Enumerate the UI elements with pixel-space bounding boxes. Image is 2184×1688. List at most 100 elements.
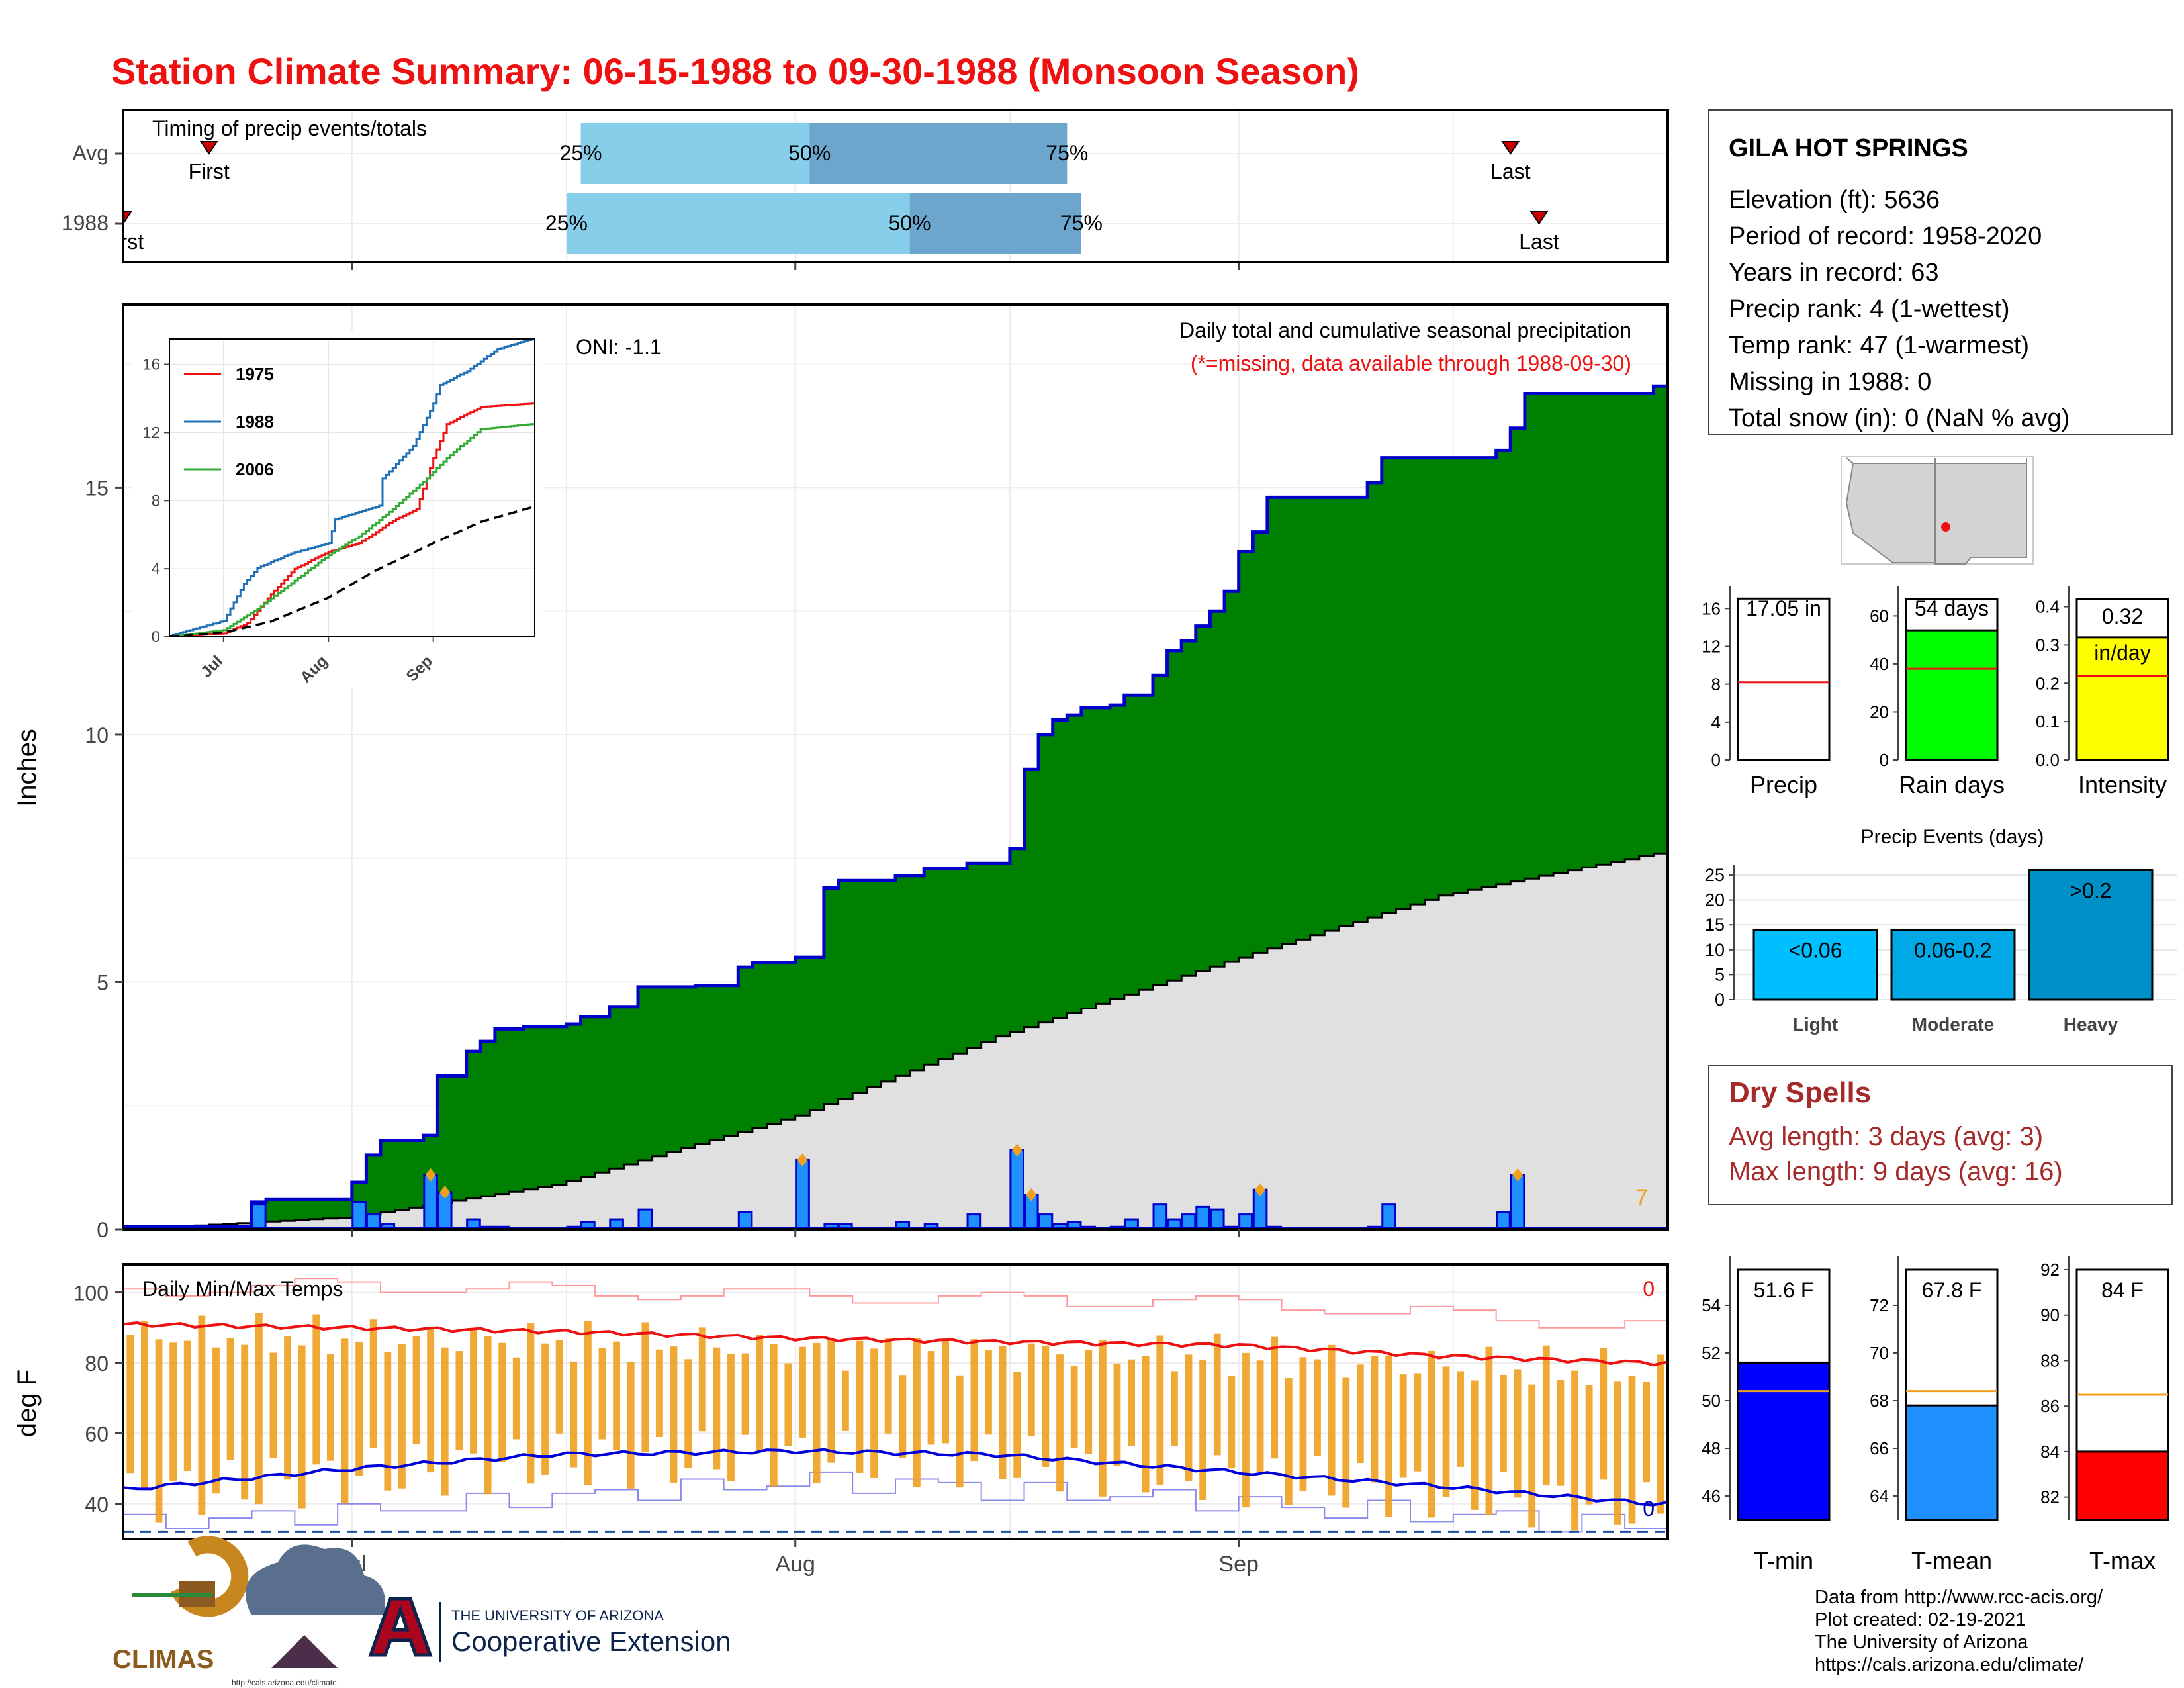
daily-temp-bar <box>784 1363 792 1446</box>
summary-t-mean-ytick-label: 72 <box>1870 1295 1889 1315</box>
daily-precip-bar <box>1181 1213 1197 1229</box>
daily-temp-bar <box>470 1329 477 1454</box>
daily-temp-bar <box>427 1327 435 1473</box>
station-missing: Missing in 1988: 0 <box>1729 368 1931 396</box>
page-title: Station Climate Summary: 06-15-1988 to 0… <box>111 50 1359 92</box>
mini-rain-days-ytick-label: 40 <box>1870 654 1889 674</box>
daily-temp-bar <box>1471 1380 1479 1510</box>
daily-temp-bar <box>284 1336 291 1480</box>
temp-ytick-label: 60 <box>85 1422 109 1446</box>
inset-ytick-label: 12 <box>142 424 160 442</box>
daily-temp-bar <box>241 1344 249 1500</box>
daily-temp-bar <box>570 1361 578 1468</box>
events-ytick-label: 10 <box>1705 940 1725 960</box>
daily-temp-bar <box>1328 1344 1336 1496</box>
daily-temp-bar <box>741 1353 749 1435</box>
events-category-moderate: Moderate <box>1912 1014 1994 1035</box>
daily-temp-bar <box>141 1321 148 1489</box>
inset-ytick-label: 16 <box>142 356 160 374</box>
daily-precip-bar <box>609 1218 624 1229</box>
daily-precip-bar <box>966 1213 982 1229</box>
summary-t-min-bar <box>1737 1361 1831 1521</box>
inset-legend: 1975 1988 2006 <box>184 364 274 479</box>
mini-rain-days-bar <box>1905 629 1999 761</box>
station-elevation: Elevation (ft): 5636 <box>1729 186 1940 214</box>
mini-intensity-ytick-label: 0.1 <box>2036 712 2060 731</box>
inset-line-1988 <box>169 339 535 637</box>
summary-t-mean-ytick-label: 66 <box>1870 1438 1889 1458</box>
daily-temp-bar <box>541 1343 549 1475</box>
timing-avg-q50-q75-bar <box>809 123 1068 184</box>
mini-intensity-ytick-label: 0.4 <box>2036 597 2060 617</box>
summary-t-max-bar <box>2075 1450 2169 1521</box>
inset-ytick-label: 0 <box>152 628 160 646</box>
record-low-line <box>123 1471 1668 1536</box>
events-ytick-label: 25 <box>1705 865 1725 885</box>
precip-ytick-label: 10 <box>85 724 109 747</box>
daily-temp-bar <box>126 1335 134 1474</box>
daily-temp-bar <box>713 1347 721 1470</box>
mini-precip-bar <box>1737 597 1831 761</box>
daily-temp-bar <box>841 1370 849 1431</box>
daily-temp-bar <box>1657 1354 1664 1514</box>
precip-heading: Daily total and cumulative seasonal prec… <box>1179 318 1631 342</box>
daily-temp-bar <box>1643 1382 1650 1483</box>
month-label-aug: Aug <box>775 1552 815 1577</box>
timing-y1988-q75-label: 75% <box>1060 211 1103 235</box>
daily-temp-bar <box>856 1340 864 1473</box>
daily-temp-bar <box>656 1349 663 1437</box>
inset-line-2006 <box>169 423 535 637</box>
events-ytick-label: 15 <box>1705 915 1725 935</box>
cumulative-above-average-area <box>123 386 1668 1229</box>
summary-t-mean-bar <box>1905 1404 1999 1521</box>
daily-temp-bar <box>1185 1354 1193 1481</box>
summary-t-min-label: T-min <box>1754 1547 1813 1574</box>
daily-temp-bar <box>398 1344 406 1489</box>
mini-precip-label: Precip <box>1750 771 1817 798</box>
daily-precip-bar <box>380 1223 396 1229</box>
daily-temp-bar <box>527 1323 535 1484</box>
station-snow: Total snow (in): 0 (NaN % avg) <box>1729 404 2070 432</box>
daily-temp-bar <box>455 1351 463 1450</box>
daily-precip-bar <box>823 1223 839 1229</box>
summary-t-min: 46 48 50 52 54 51.6 F T-min <box>1702 1256 1831 1574</box>
daily-temp-bar <box>1085 1350 1093 1454</box>
daily-temp-bar <box>684 1359 692 1468</box>
summary-t-max-ytick-label: 82 <box>2040 1487 2060 1507</box>
temp-bottom-count: 0 <box>1643 1497 1655 1521</box>
daily-temp-bar <box>441 1347 449 1496</box>
top-daily-precip-marker-icon <box>1255 1183 1266 1197</box>
mini-rain-days-ytick-label: 60 <box>1870 606 1889 626</box>
daily-temp-bar <box>1142 1356 1150 1493</box>
daily-precip-bar <box>1381 1203 1396 1229</box>
mini-precip-ytick-label: 0 <box>1711 750 1721 770</box>
daily-temp-bar <box>341 1338 349 1504</box>
summary-t-mean-ytick-label: 64 <box>1870 1486 1889 1506</box>
daily-temp-bar <box>1056 1354 1064 1492</box>
daily-temp-bar <box>970 1339 978 1462</box>
daily-temp-bar <box>1585 1385 1593 1505</box>
daily-precip-bar <box>1152 1203 1168 1229</box>
summary-t-max-ytick-label: 84 <box>2040 1442 2060 1462</box>
mini-rain-days-ytick-label: 20 <box>1870 702 1889 722</box>
timing-y1988-last-label: Last <box>1519 230 1559 254</box>
daily-precip-bar <box>737 1211 753 1229</box>
record-high-line <box>123 1278 1668 1329</box>
mini-precip: 0 4 8 12 16 17.05 in Precip <box>1702 586 1831 798</box>
daily-temp-bar <box>1013 1372 1021 1478</box>
daily-temp-bar <box>942 1340 950 1444</box>
daily-temp-bar <box>355 1342 363 1476</box>
events-ytick-label: 5 <box>1715 964 1725 984</box>
daily-temp-bar <box>1514 1369 1522 1498</box>
daily-temp-bar <box>670 1346 678 1483</box>
daily-precip-bar <box>251 1203 267 1229</box>
station-precip-rank: Precip rank: 4 (1-wettest) <box>1729 295 2009 323</box>
events-ytick-label: 20 <box>1705 890 1725 910</box>
daily-temp-bar <box>298 1345 306 1509</box>
top-daily-precip-marker-icon <box>797 1153 808 1167</box>
daily-temp-bar <box>927 1351 935 1445</box>
daily-temp-bar <box>913 1338 921 1487</box>
footer-line-1: Data from http://www.rcc-acis.org/ <box>1815 1587 2103 1608</box>
inset-ytick-label: 8 <box>152 492 160 510</box>
